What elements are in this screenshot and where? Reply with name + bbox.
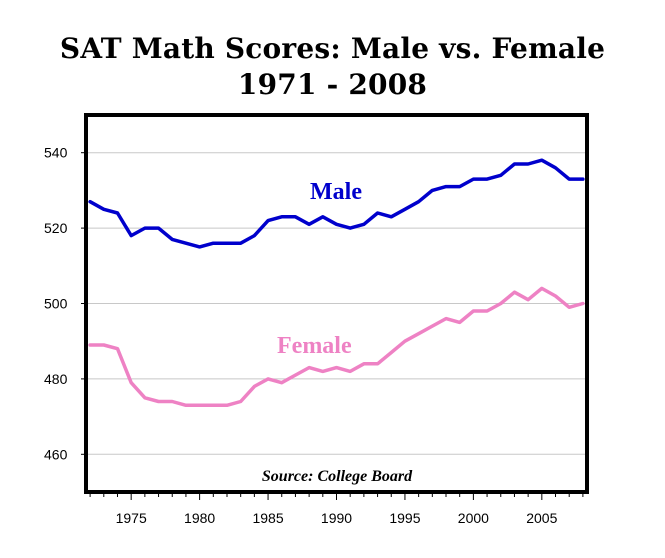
series-label-female: Female (277, 333, 352, 359)
series-lines (88, 158, 585, 408)
chart-title: SAT Math Scores: Male vs. Female (59, 32, 606, 65)
x-tick-label: 1980 (184, 510, 215, 526)
y-tick-label: 520 (44, 220, 68, 236)
y-tick-label: 500 (44, 296, 68, 312)
chart-subtitle: 1971 - 2008 (237, 68, 428, 101)
x-tick-label: 1990 (321, 510, 352, 526)
x-tick-label: 1995 (389, 510, 420, 526)
x-tick-label: 2005 (526, 510, 557, 526)
y-axis: 460 480 500 520 540 (44, 145, 86, 462)
y-tick-label: 460 (44, 446, 68, 462)
x-tick-label: 1985 (252, 510, 283, 526)
x-tick-label: 1975 (116, 510, 147, 526)
series-label-male: Male (310, 179, 362, 205)
x-axis: 1975 1980 1985 1990 1995 2000 2005 (89, 492, 584, 526)
x-tick-label: 2000 (458, 510, 489, 526)
source-note: Source: College Board (262, 468, 413, 485)
series-line-male (88, 158, 585, 249)
series-line-female (88, 286, 585, 408)
y-tick-label: 480 (44, 371, 68, 387)
y-tick-label: 540 (44, 145, 68, 161)
